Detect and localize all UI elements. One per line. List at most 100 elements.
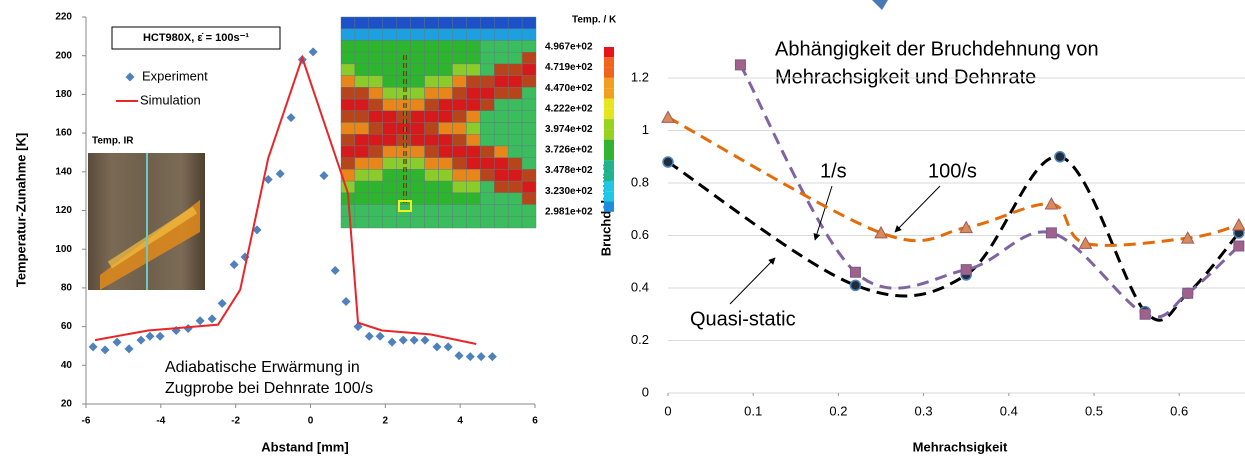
mesh-cell xyxy=(521,204,537,217)
y-tick-label: 220 xyxy=(55,12,72,23)
mesh-cell xyxy=(368,87,383,100)
mesh-cell xyxy=(424,145,439,158)
ir-inset xyxy=(88,153,205,290)
mesh-cell xyxy=(354,110,370,123)
mesh-cell xyxy=(438,110,453,123)
mesh-cell xyxy=(382,87,397,100)
mesh-cell xyxy=(340,51,356,65)
mesh-cell xyxy=(382,180,397,194)
mesh-cell xyxy=(466,157,481,170)
y-tick-label: 160 xyxy=(55,128,72,139)
mesh-cell xyxy=(354,16,370,29)
chart-title: Abhängigkeit der Bruchdehnung von xyxy=(775,38,1099,60)
mesh-cell xyxy=(507,134,523,147)
mesh-cell xyxy=(354,98,370,111)
marker xyxy=(88,342,98,352)
mesh-cell xyxy=(410,98,425,111)
mesh-cell xyxy=(396,40,411,53)
mesh-cell xyxy=(438,169,453,182)
legend-label: Simulation xyxy=(140,92,201,107)
mesh-cell xyxy=(424,192,439,205)
colorbar-label: 4.222e+02 xyxy=(545,103,593,114)
mesh-cell xyxy=(410,110,425,123)
mesh-cell xyxy=(521,28,537,41)
marker xyxy=(960,264,972,276)
mesh-cell xyxy=(507,157,523,170)
mesh-cell xyxy=(452,110,467,123)
mesh-cell xyxy=(354,122,370,135)
mesh-cell xyxy=(340,40,356,53)
mesh-cell xyxy=(507,28,523,41)
mesh-cell xyxy=(354,87,370,100)
mesh-cell xyxy=(424,122,439,135)
colorbar-cell xyxy=(604,119,614,130)
mesh-cell xyxy=(521,216,537,229)
mesh-cell xyxy=(424,110,439,123)
mesh-cell xyxy=(424,216,439,229)
mesh-cell xyxy=(452,216,467,229)
series-label: 1/s xyxy=(820,160,847,182)
mesh-cell xyxy=(494,75,509,88)
marker xyxy=(341,296,351,306)
mesh-cell xyxy=(452,134,467,147)
legend-swatch xyxy=(125,72,135,82)
mesh-cell xyxy=(368,216,383,229)
mesh-cell xyxy=(494,16,509,29)
mesh-cell xyxy=(354,63,370,76)
mesh-cell xyxy=(340,110,356,123)
y-tick-label: 200 xyxy=(55,50,72,61)
colorbar-cell xyxy=(604,201,614,212)
colorbar-cell xyxy=(604,150,614,161)
x-tick-label: -4 xyxy=(156,416,165,427)
colorbar-title: Temp. / K xyxy=(572,15,617,26)
mesh-cell xyxy=(424,87,439,100)
mesh-cell xyxy=(438,134,453,147)
mesh-cell xyxy=(494,204,509,217)
mesh-cell xyxy=(466,145,481,158)
mesh-cell xyxy=(410,75,425,88)
mesh-cell xyxy=(466,75,481,88)
marker xyxy=(263,175,273,185)
marker xyxy=(409,335,419,345)
mesh-cell xyxy=(494,134,509,147)
mesh-cell xyxy=(340,87,356,100)
x-tick-label: -6 xyxy=(82,416,91,427)
mesh-cell xyxy=(507,204,523,217)
marker xyxy=(476,352,486,362)
colorbar-cell xyxy=(604,108,614,120)
marker xyxy=(734,59,746,71)
marker xyxy=(1231,217,1245,231)
mesh-cell xyxy=(466,122,481,135)
mesh-cell xyxy=(494,122,509,135)
mesh-cell xyxy=(494,180,509,194)
decor-arrow xyxy=(872,0,888,10)
mesh-cell xyxy=(494,98,509,111)
mesh-cell xyxy=(354,28,370,41)
y-axis-label: Temperatur-Zunahme [K] xyxy=(13,133,28,287)
y-tick-label: 0.2 xyxy=(631,332,649,347)
mesh-cell xyxy=(340,122,356,135)
marker xyxy=(136,335,146,345)
mesh-cell xyxy=(521,87,537,100)
mesh-cell xyxy=(368,110,383,123)
y-tick-label: 120 xyxy=(55,205,72,216)
mesh-cell xyxy=(354,169,370,182)
mesh-cell xyxy=(480,216,495,229)
mesh-cell xyxy=(438,157,453,170)
mesh-cell xyxy=(354,157,370,170)
mesh-cell xyxy=(452,40,467,53)
mesh-cell xyxy=(507,98,523,111)
colorbar-cell xyxy=(604,129,614,140)
mesh-cell xyxy=(382,75,397,88)
marker xyxy=(252,225,262,235)
mesh-cell xyxy=(368,28,383,41)
mesh-cell xyxy=(368,180,383,194)
mesh-cell xyxy=(466,216,481,229)
mesh-cell xyxy=(368,134,383,147)
mesh-cell xyxy=(368,51,383,65)
mesh-cell xyxy=(410,180,425,194)
y-tick-label: 0.6 xyxy=(631,227,649,242)
mesh-cell xyxy=(494,28,509,41)
mesh-cell xyxy=(452,63,467,76)
mesh-cell xyxy=(507,169,523,182)
